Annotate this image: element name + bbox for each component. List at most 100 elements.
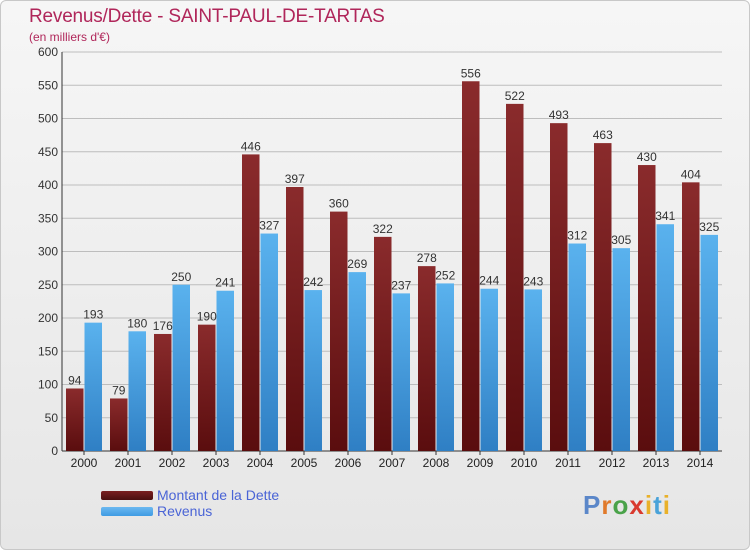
data-label-dette: 360 [329,197,349,211]
bar-revenus [656,224,674,451]
data-label-revenus: 241 [215,276,235,290]
data-label-revenus: 250 [171,270,191,284]
bar-dette [638,165,656,452]
bar-revenus [436,283,454,451]
bar-revenus [260,233,278,451]
bar-revenus [348,272,366,451]
x-tick-label: 2002 [159,456,186,470]
data-label-revenus: 237 [391,278,411,292]
bar-revenus [392,293,410,451]
data-label-dette: 522 [505,89,525,103]
x-tick-label: 2012 [599,456,626,470]
y-tick-label: 350 [38,211,58,225]
data-label-dette: 94 [68,373,82,387]
bar-revenus [304,290,322,451]
bar-revenus [612,248,630,451]
legend-item-dette: Montant de la Dette [101,487,279,503]
bar-revenus [568,243,586,451]
data-label-revenus: 312 [567,229,587,243]
y-tick-label: 250 [38,278,58,292]
x-tick-label: 2001 [115,456,142,470]
bar-revenus [524,289,542,451]
y-tick-label: 300 [38,245,58,259]
data-label-dette: 446 [241,139,261,153]
legend-swatch-dette [101,490,153,500]
x-tick-label: 2005 [291,456,318,470]
data-label-revenus: 327 [259,219,279,233]
bar-dette [682,182,700,451]
data-label-revenus: 305 [611,233,631,247]
bar-dette [66,388,84,451]
bar-dette [330,211,348,451]
bar-revenus [84,322,102,451]
data-label-revenus: 243 [523,274,543,288]
bar-dette [374,236,392,451]
data-label-dette: 556 [461,66,481,80]
bar-revenus [700,234,718,451]
chart-subtitle: (en milliers d'€) [29,30,110,44]
bar-revenus [128,331,146,451]
data-label-revenus: 341 [655,209,675,223]
x-tick-label: 2013 [643,456,670,470]
legend: Montant de la Dette Revenus [101,487,279,519]
data-label-revenus: 244 [479,274,499,288]
data-label-dette: 397 [285,172,305,186]
y-tick-label: 500 [38,112,58,126]
x-tick-label: 2006 [335,456,362,470]
y-tick-label: 150 [38,344,58,358]
chart-title: Revenus/Dette - SAINT-PAUL-DE-TARTAS [29,6,385,27]
bar-dette [550,123,568,451]
legend-swatch-revenus [101,506,153,516]
data-label-revenus: 242 [303,275,323,289]
data-label-dette: 430 [637,150,657,164]
data-label-revenus: 180 [127,316,147,330]
bar-dette [594,143,612,452]
x-tick-label: 2004 [247,456,274,470]
y-tick-label: 0 [51,444,58,458]
y-tick-label: 50 [45,411,59,425]
bar-revenus [172,284,190,451]
x-tick-label: 2000 [71,456,98,470]
x-tick-label: 2014 [687,456,714,470]
data-label-dette: 278 [417,251,437,265]
bar-dette [242,154,260,451]
data-label-dette: 463 [593,128,613,142]
bar-dette [110,398,128,451]
data-label-dette: 493 [549,108,569,122]
proxiti-logo: Proxiti [583,490,671,520]
data-label-revenus: 252 [435,268,455,282]
y-tick-label: 550 [38,78,58,92]
bar-dette [462,81,480,451]
x-tick-label: 2010 [511,456,538,470]
y-tick-label: 200 [38,311,58,325]
data-label-revenus: 325 [699,220,719,234]
data-label-dette: 404 [681,167,701,181]
data-label-revenus: 193 [83,308,103,322]
y-tick-label: 450 [38,145,58,159]
x-tick-label: 2008 [423,456,450,470]
data-label-dette: 79 [112,383,126,397]
bar-dette [198,324,216,451]
y-tick-label: 400 [38,178,58,192]
data-label-revenus: 269 [347,257,367,271]
data-label-dette: 322 [373,222,393,236]
legend-label-dette: Montant de la Dette [157,487,280,503]
legend-item-revenus: Revenus [101,503,279,519]
bar-revenus [480,288,498,451]
legend-label-revenus: Revenus [157,503,213,519]
y-tick-label: 600 [38,45,58,59]
x-tick-label: 2009 [467,456,494,470]
data-label-dette: 176 [153,319,173,333]
bar-dette [418,266,436,451]
y-tick-label: 100 [38,378,58,392]
data-label-dette: 190 [197,310,217,324]
x-tick-label: 2007 [379,456,406,470]
bar-dette [286,186,304,451]
x-tick-label: 2011 [555,456,581,470]
bar-revenus [216,290,234,451]
bar-dette [506,103,524,452]
x-tick-label: 2003 [203,456,230,470]
bar-dette [154,333,172,451]
